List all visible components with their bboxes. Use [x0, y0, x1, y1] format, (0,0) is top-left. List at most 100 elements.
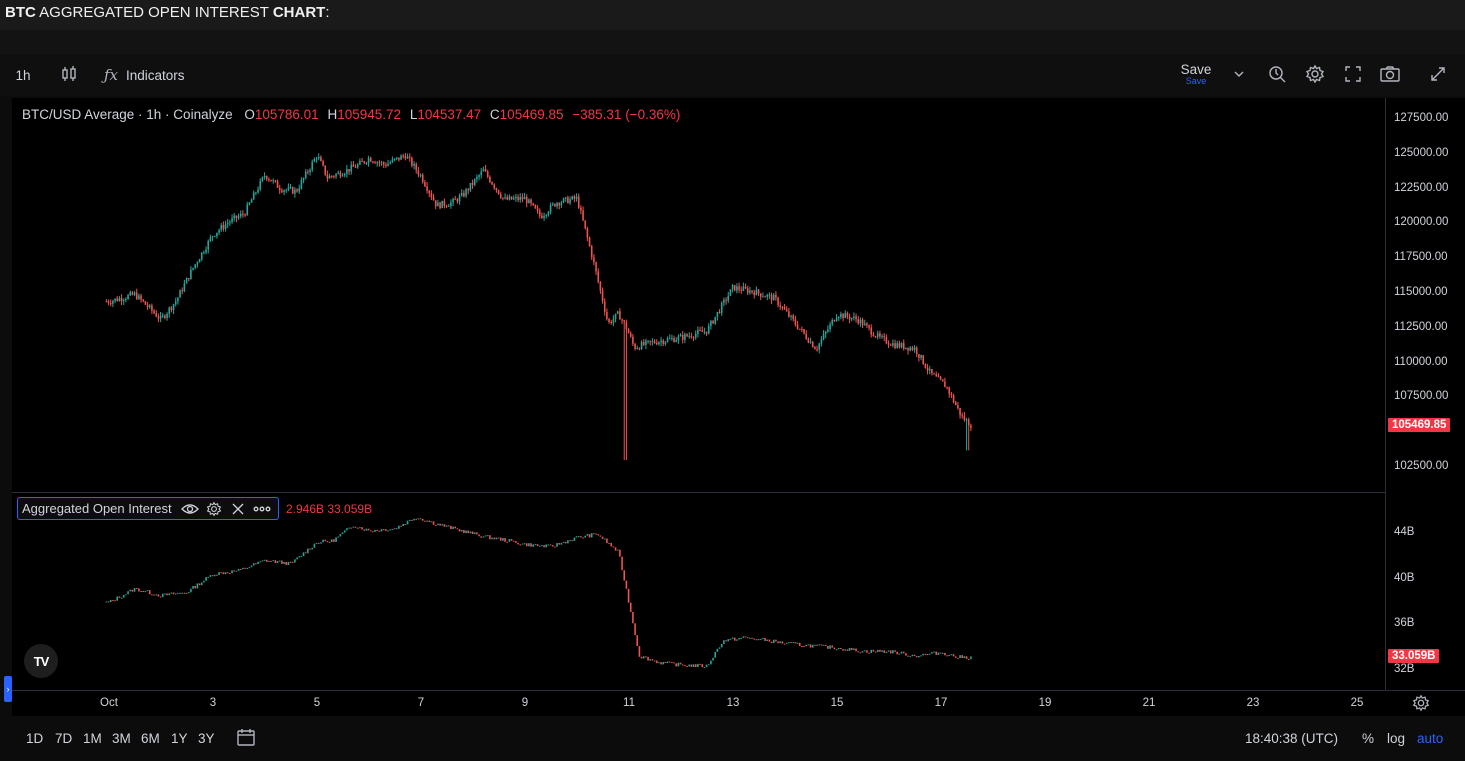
candle-body [740, 289, 743, 291]
candle-body [465, 189, 467, 197]
sidebar-toggle-handle[interactable]: › [4, 676, 12, 702]
pane-separator[interactable] [12, 492, 1385, 493]
oi-bar [660, 662, 662, 665]
oi-bar [716, 648, 719, 652]
candle-body [855, 316, 857, 320]
oi-bar [512, 540, 515, 542]
candle-body [924, 364, 927, 368]
fullscreen-button[interactable] [1340, 54, 1366, 96]
time-axis[interactable]: Oct 3 5 7 9 11 13 15 17 19 21 23 25 [12, 690, 1465, 716]
candle-body [809, 341, 812, 343]
oi-legend[interactable]: Aggregated Open Interest [17, 497, 279, 520]
oi-bar [623, 570, 626, 581]
candle-body [649, 340, 652, 342]
candle-body [445, 205, 448, 207]
candle-body [250, 199, 253, 203]
log-toggle[interactable]: log [1387, 718, 1405, 758]
candle-body [530, 199, 532, 204]
oi-bar [265, 559, 268, 562]
range-label: 1D [26, 730, 44, 746]
oi-bar [532, 544, 535, 547]
candle-body [907, 347, 909, 351]
candle-body [419, 174, 422, 176]
candle-body [573, 196, 576, 199]
percent-toggle[interactable]: % [1362, 718, 1374, 758]
collapse-button[interactable] [1424, 54, 1452, 96]
oi-bar [783, 643, 786, 645]
oi-bar [185, 592, 188, 594]
tradingview-logo[interactable]: TV [24, 644, 58, 678]
candle-body [612, 318, 615, 324]
candle-body [844, 313, 847, 319]
oi-bar [619, 549, 621, 557]
candle-body [118, 298, 121, 301]
save-dropdown-button[interactable] [1228, 54, 1250, 96]
candle-type-button[interactable] [54, 54, 84, 96]
price-axis[interactable]: 127500.00 125000.00 122500.00 120000.00 … [1385, 98, 1465, 690]
auto-toggle[interactable]: auto [1417, 718, 1443, 758]
range-1m-button[interactable]: 1M [83, 718, 102, 758]
oi-bar [161, 593, 164, 598]
candle-body [192, 267, 194, 270]
oi-bar [651, 659, 654, 661]
gear-icon[interactable] [202, 501, 226, 517]
quick-search-button[interactable] [1264, 54, 1290, 96]
date-range-button[interactable] [236, 718, 256, 758]
oi-bar [393, 528, 396, 530]
axis-settings-button[interactable] [1412, 694, 1430, 717]
candle-body [961, 415, 964, 417]
oi-bar [915, 656, 918, 658]
oi-bar [196, 583, 199, 589]
oi-bar [538, 545, 541, 547]
snapshot-button[interactable] [1376, 54, 1404, 96]
oi-bar [831, 645, 834, 648]
oi-bar [465, 530, 467, 534]
gear-icon [1305, 64, 1325, 87]
oi-bar [309, 548, 311, 550]
oi-bar [302, 552, 305, 556]
range-3y-button[interactable]: 3Y [198, 718, 215, 758]
candle-body [519, 196, 522, 200]
candle-body [276, 181, 279, 188]
settings-button[interactable] [1302, 54, 1328, 96]
range-1y-button[interactable]: 1Y [171, 718, 188, 758]
candle-body [818, 343, 821, 350]
candle-body [902, 343, 905, 349]
candle-body [324, 165, 327, 175]
oi-bar [352, 526, 355, 528]
oi-bar [688, 664, 691, 667]
oi-bar [887, 650, 890, 652]
candle-body [296, 189, 298, 192]
oi-bar [406, 520, 409, 525]
save-button[interactable]: Save Save [1172, 54, 1220, 96]
candle-body [556, 203, 558, 207]
candle-body [736, 286, 738, 291]
candle-body [454, 198, 457, 200]
oi-bar [112, 599, 114, 601]
range-1d-button[interactable]: 1D [26, 718, 43, 758]
candle-body [701, 330, 704, 332]
interval-button[interactable]: 1h [8, 54, 38, 96]
oi-bar [629, 602, 632, 612]
close-icon[interactable] [226, 503, 250, 515]
oi-bar [211, 575, 214, 577]
eye-icon[interactable] [178, 502, 202, 516]
candle-body [400, 155, 402, 160]
candle-body [625, 322, 628, 330]
indicators-button[interactable]: ƒx Indicators [104, 54, 204, 96]
range-6m-button[interactable]: 6M [141, 718, 160, 758]
candle-body [343, 173, 346, 176]
oi-bar [348, 527, 350, 529]
range-7d-button[interactable]: 7D [55, 718, 72, 758]
utc-clock[interactable]: 18:40:38 (UTC) [1245, 718, 1338, 758]
candle-body [402, 155, 405, 157]
candle-body [629, 333, 632, 337]
candle-body [957, 405, 959, 409]
range-3m-button[interactable]: 3M [112, 718, 131, 758]
chart-pane-area[interactable] [12, 98, 1385, 690]
oi-bar [439, 523, 441, 526]
oi-bar [135, 588, 138, 590]
more-icon[interactable] [250, 506, 274, 512]
candle-body [515, 196, 517, 199]
oi-bar [346, 528, 348, 531]
